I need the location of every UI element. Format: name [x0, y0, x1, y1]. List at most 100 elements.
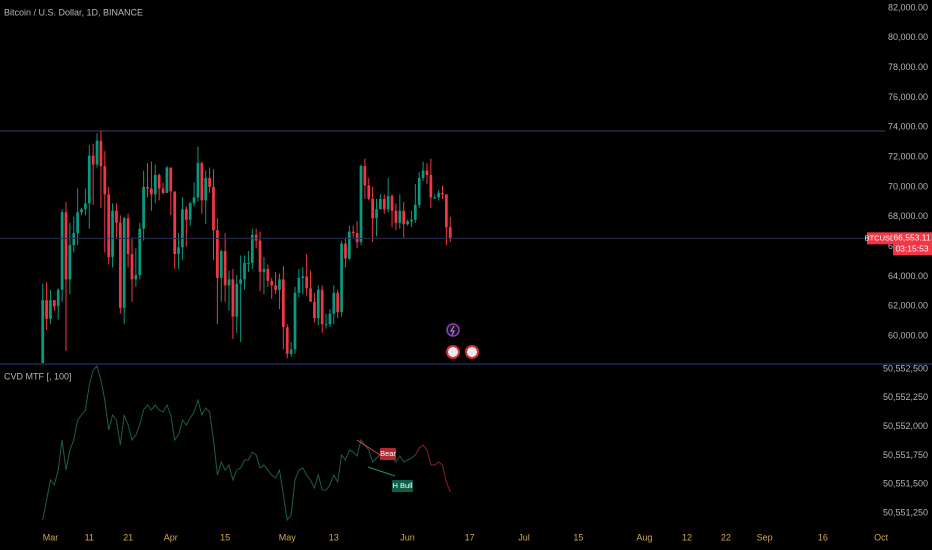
candle-body: [68, 245, 72, 280]
x-tick-label: Oct: [874, 532, 889, 542]
candle-body: [64, 212, 68, 280]
candle-body: [212, 186, 215, 231]
candle-body: [254, 234, 258, 241]
candle-body: [223, 251, 227, 286]
x-tick-label: 11: [85, 532, 94, 542]
x-tick-label: 12: [682, 532, 692, 542]
candle-body: [150, 188, 153, 195]
candle-body: [363, 166, 367, 186]
countdown-label: 03:15:53: [895, 244, 928, 254]
y-tick-label: 76,000.00: [888, 92, 928, 102]
y-tick-label: 50,552,500: [883, 363, 928, 373]
candle-body: [243, 262, 246, 280]
candle-body: [122, 218, 126, 308]
candle-body: [441, 192, 444, 195]
candle-body: [161, 188, 165, 193]
event-icon[interactable]: [446, 323, 460, 337]
event-icons: [446, 323, 479, 359]
x-tick-label: 15: [220, 532, 230, 542]
y-tick-label: 50,552,250: [883, 392, 928, 402]
candle-body: [278, 279, 281, 290]
candle-body: [375, 209, 378, 219]
candle-body: [274, 285, 277, 290]
x-tick-label: May: [279, 532, 297, 542]
x-tick-label: Mar: [43, 532, 59, 542]
candle-body: [297, 277, 301, 293]
y-tick-label: 64,000.00: [888, 271, 928, 281]
candle-body: [301, 276, 305, 278]
candle-body: [359, 166, 363, 243]
candle-body: [192, 197, 196, 204]
y-tick-label: 50,552,000: [883, 421, 928, 431]
candle-body: [344, 243, 347, 259]
candle-body: [289, 349, 293, 354]
candle-body: [386, 195, 390, 210]
divergence-line: [356, 439, 381, 456]
y-tick-label: 62,000.00: [888, 301, 928, 311]
candle-body: [445, 194, 448, 228]
symbol-label: BTCUSD: [865, 233, 896, 242]
x-tick-label: Sep: [757, 532, 773, 542]
candle-body: [87, 155, 91, 204]
candle-body: [227, 279, 231, 286]
candle-body: [410, 219, 413, 222]
candle-body: [130, 254, 134, 280]
candle-body: [355, 233, 359, 243]
cvd-line: [414, 444, 451, 493]
candle-body: [320, 289, 324, 325]
event-icon[interactable]: [465, 345, 479, 359]
candle-body: [351, 231, 355, 234]
candle-body: [258, 240, 262, 272]
candle-body: [138, 228, 142, 275]
candle-body: [340, 243, 343, 313]
candle-body: [219, 251, 223, 278]
chart-title: Bitcoin / U.S. Dollar, 1D, BINANCE: [4, 7, 143, 17]
y-tick-label: 50,551,750: [883, 450, 928, 460]
x-tick-label: Jun: [400, 532, 415, 542]
divergence-line: [367, 466, 396, 477]
candle-body: [111, 210, 114, 258]
candle-body: [448, 227, 452, 239]
candle-body: [328, 313, 332, 325]
candle-body: [313, 301, 316, 319]
candle-body: [382, 198, 386, 210]
candle-body: [262, 268, 266, 272]
candle-body: [134, 274, 138, 280]
candle-body: [56, 289, 60, 307]
candle-body: [285, 327, 289, 354]
candle-body: [293, 292, 297, 350]
candle-body: [417, 177, 421, 205]
candle-body: [413, 204, 417, 220]
annotation-label: H Bull: [392, 481, 412, 490]
event-icon[interactable]: [446, 345, 460, 359]
candle-body: [437, 192, 440, 198]
x-tick-label: Jul: [518, 532, 530, 542]
candle-body: [157, 175, 161, 189]
candle-body: [115, 210, 118, 223]
candle-body: [402, 210, 406, 225]
candle-body: [309, 288, 312, 302]
candle-body: [433, 197, 437, 199]
y-tick-label: 72,000.00: [888, 152, 928, 162]
candle-body: [421, 170, 425, 178]
candle-body: [429, 175, 433, 198]
indicator-pane: [42, 365, 451, 522]
candle-body: [169, 167, 173, 192]
candle-body: [216, 230, 219, 278]
y-tick-label: 74,000.00: [888, 122, 928, 132]
x-tick-label: 16: [818, 532, 828, 542]
candle-body: [45, 300, 48, 319]
event-glyph: [450, 325, 455, 336]
candle-body: [118, 222, 122, 308]
candle-body: [95, 140, 99, 165]
candle-body: [270, 280, 274, 286]
candle-body: [99, 140, 103, 167]
candle-body: [107, 194, 111, 258]
candle-body: [305, 276, 309, 289]
candle-body: [406, 221, 409, 225]
candle-body: [72, 233, 76, 246]
candle-body: [394, 210, 398, 223]
